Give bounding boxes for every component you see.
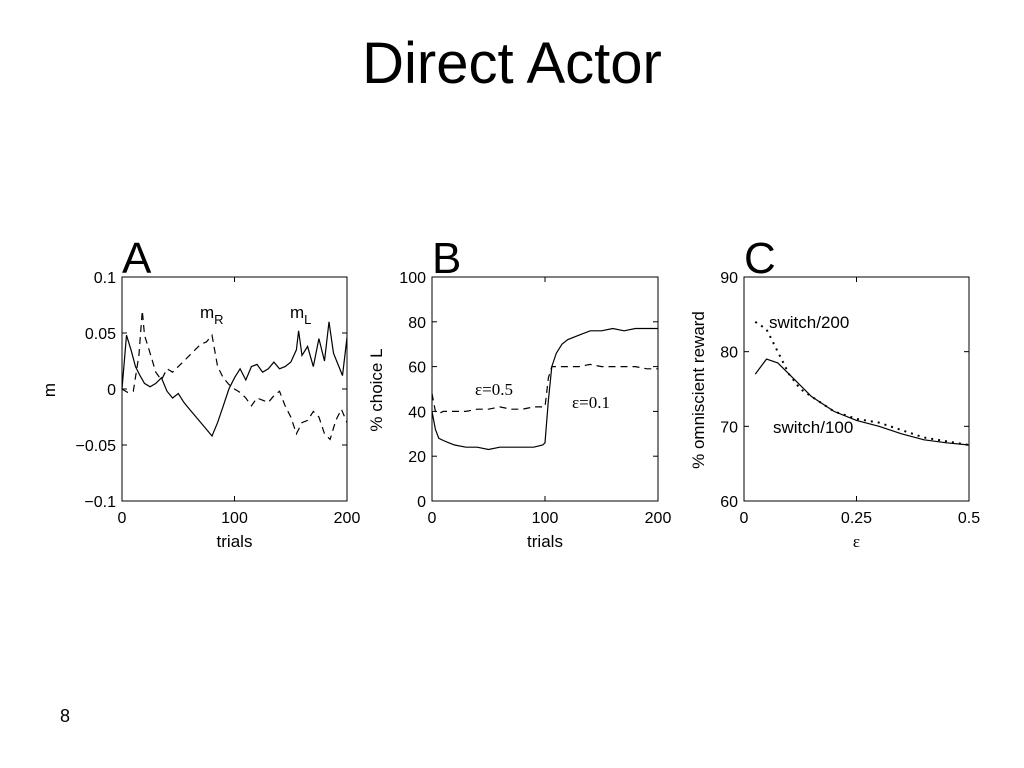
x-tick-label: 100 bbox=[532, 510, 559, 527]
series-line-1 bbox=[121, 321, 348, 438]
series-annotation: switch/100 bbox=[773, 418, 853, 437]
y-tick-label: 60 bbox=[720, 494, 738, 511]
y-tick-label: −0.05 bbox=[76, 438, 117, 455]
x-tick-label: 0.25 bbox=[841, 510, 872, 527]
y-axis-label: m bbox=[40, 383, 59, 397]
plot-frame bbox=[431, 276, 659, 502]
panel-letter: A bbox=[122, 234, 152, 283]
series-line-2 bbox=[431, 363, 658, 415]
panel-a: A 0 100 200 0.1 0.05 0 −0.05 −0.1 trials m mR mL bbox=[40, 234, 360, 551]
y-tick-label: 0 bbox=[107, 382, 116, 399]
panel-letter: B bbox=[432, 234, 461, 283]
series-annotation: switch/200 bbox=[769, 313, 849, 332]
x-tick-label: 0 bbox=[428, 510, 437, 527]
series-annotation: mL bbox=[290, 303, 311, 327]
plot-frame bbox=[743, 276, 970, 502]
y-tick-label: 80 bbox=[720, 345, 738, 362]
y-tick-label: 40 bbox=[408, 404, 426, 421]
x-tick-label: 0.5 bbox=[958, 510, 980, 527]
y-axis-label: % choice L bbox=[367, 348, 386, 431]
series-annotation: ε=0.5 bbox=[475, 380, 513, 399]
series-annotation: mR bbox=[200, 303, 224, 327]
x-tick-label: 0 bbox=[740, 510, 749, 527]
x-axis-label: trials bbox=[217, 532, 253, 551]
y-tick-label: 0.1 bbox=[94, 270, 116, 287]
x-axis-label: trials bbox=[527, 532, 563, 551]
x-axis-label: ε bbox=[853, 532, 860, 551]
y-axis-label: % omniscient reward bbox=[689, 311, 708, 469]
panel-c: C 0 0.25 0.5 90 80 70 60 ε % omniscient reward swi… bbox=[689, 234, 980, 551]
series-annotation: ε=0.1 bbox=[572, 393, 610, 412]
panel-letter: C bbox=[744, 234, 776, 283]
page-number: 8 bbox=[60, 706, 71, 726]
y-tick-label: −0.1 bbox=[84, 494, 116, 511]
x-tick-label: 200 bbox=[334, 510, 361, 527]
y-tick-label: 80 bbox=[408, 315, 426, 332]
x-tick-label: 200 bbox=[645, 510, 672, 527]
series-line-2 bbox=[754, 358, 970, 446]
y-tick-label: 100 bbox=[399, 270, 426, 287]
y-tick-label: 20 bbox=[408, 449, 426, 466]
series-line-2 bbox=[121, 310, 348, 441]
x-tick-label: 100 bbox=[221, 510, 248, 527]
y-tick-label: 60 bbox=[408, 360, 426, 377]
series-line-1 bbox=[431, 327, 658, 451]
slide-title: Direct Actor bbox=[362, 31, 662, 96]
y-tick-label: 0.05 bbox=[85, 326, 116, 343]
x-tick-label: 0 bbox=[118, 510, 127, 527]
y-tick-label: 70 bbox=[720, 419, 738, 436]
y-tick-label: 90 bbox=[720, 270, 738, 287]
y-tick-label: 0 bbox=[417, 494, 426, 511]
